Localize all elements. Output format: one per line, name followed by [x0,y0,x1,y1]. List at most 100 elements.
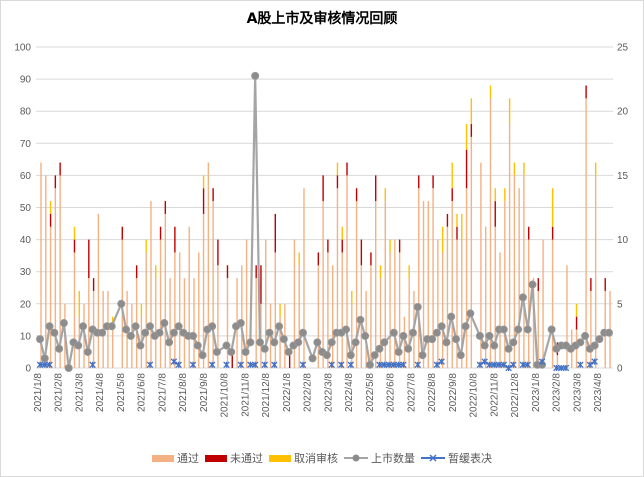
x-axis-tick-label: 2022/10/8 [469,373,480,418]
legend-swatch-pass [152,454,174,462]
x-axis-tick-label: 2022/1/8 [282,373,293,412]
right-axis-tick-label: 20 [617,107,629,118]
bar-pass [465,188,468,368]
point-listed [55,344,64,353]
bar-fail [212,188,214,202]
bar-fail [370,252,372,266]
point-listed [342,325,351,334]
bar-pass [537,290,539,368]
bar-pass [518,188,520,368]
right-axis-tick-label: 25 [617,43,629,54]
legend-swatch-suspended [421,454,445,462]
bar-fail [418,175,420,189]
point-suspended [481,358,488,365]
x-axis-tick-label: 2022/5/8 [365,373,376,412]
point-listed [198,351,207,360]
point-listed [590,341,599,350]
bar-fail [92,278,95,291]
point-suspended [247,361,254,369]
x-axis-tick-label: 2021/1/8 [33,373,44,412]
bar-pass [365,290,367,368]
x-axis-tick-label: 2023/1/8 [531,373,542,412]
bar-cancel [470,98,473,125]
bar-pass [255,278,257,368]
point-suspended [591,358,598,365]
point-suspended [299,361,307,369]
bar-fail [456,226,458,240]
bar-cancel [78,290,80,317]
point-listed [270,338,279,347]
point-listed [241,347,250,356]
point-listed [107,322,116,331]
bar-pass [155,278,157,368]
bar-pass [336,188,339,368]
bar-fail [604,278,606,291]
x-axis-tick-label: 2023/3/8 [572,373,583,412]
point-listed [528,280,537,289]
x-axis-tick-label: 2021/10/8 [220,373,231,418]
point-listed [50,328,59,337]
bar-fail [274,213,276,253]
bar-pass [164,213,167,368]
point-listed [394,347,403,356]
right-axis-tick-label: 15 [617,171,629,182]
bar-pass [174,252,176,368]
point-listed [126,331,135,340]
bar-fail [432,175,434,189]
bar-pass [202,213,205,368]
point-listed [294,338,303,347]
left-axis-tick-label: 60 [20,171,32,182]
point-suspended [433,361,441,369]
point-suspended [381,361,388,369]
point-suspended [271,361,278,369]
point-listed [227,347,236,356]
bar-cancel [389,239,391,253]
legend-item-suspended: 暂缓表决 [421,450,492,466]
point-suspended [524,361,531,369]
bar-fail [537,278,539,291]
point-listed [447,312,456,321]
point-listed [375,344,384,353]
bar-pass [427,201,430,368]
point-listed [605,328,614,337]
bar-fail [360,239,363,266]
bar-pass [73,252,76,368]
point-listed [356,315,365,324]
bar-pass [355,201,358,368]
point-listed [313,338,322,347]
point-listed [260,344,269,353]
point-listed [504,344,513,353]
x-axis-tick-label: 2021/7/8 [157,373,168,412]
bar-pass [389,252,391,368]
bar-pass [379,278,382,368]
bar-fail [288,355,291,368]
left-axis-tick-label: 100 [14,43,31,54]
bar-pass [322,201,324,368]
point-listed [451,335,460,344]
point-listed [389,328,398,337]
bar-pass [159,239,162,368]
chart-title: A股上市及审核情况回顾 [246,11,398,27]
bar-fail [451,188,453,202]
point-suspended [505,364,512,372]
bar-fail [336,175,339,189]
bar-pass [494,226,496,368]
point-listed [45,322,54,331]
x-axis-tick-label: 2023/2/8 [552,373,563,412]
x-axis-tick-label: 2022/8/8 [427,373,438,412]
bar-fail [174,226,176,253]
point-listed [298,328,307,337]
point-suspended [553,364,560,372]
point-suspended [261,361,268,369]
bar-cancel [523,162,525,176]
x-axis-tick-label: 2022/2/8 [303,373,314,412]
point-suspended [41,361,49,369]
point-listed [361,331,370,340]
bar-pass [54,188,57,368]
point-listed [413,303,422,312]
bar-fail [202,188,205,214]
bar-pass [484,226,487,368]
bar-pass [198,252,200,368]
point-listed [480,341,489,350]
x-axis-tick-label: 2021/9/8 [199,373,210,412]
